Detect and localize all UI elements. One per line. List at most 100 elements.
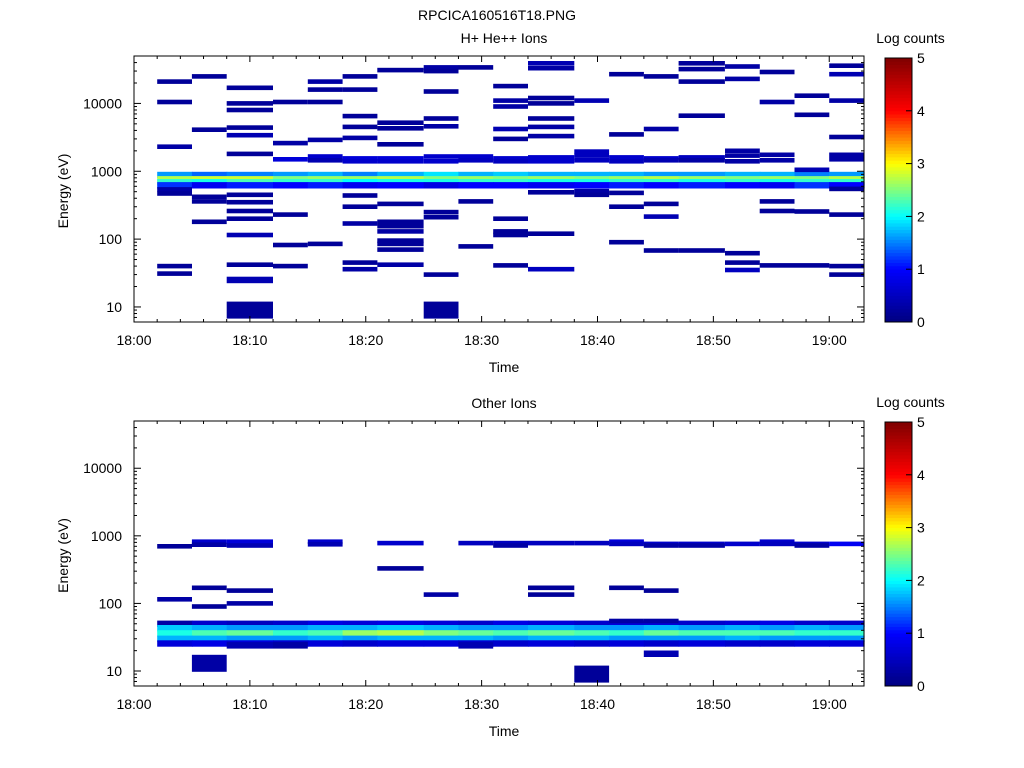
- count-cell: [794, 263, 830, 268]
- energy-band-cell: [609, 182, 645, 189]
- colorbar-segment: [885, 249, 912, 254]
- colorbar-segment: [885, 613, 912, 618]
- energy-band-cell: [574, 640, 610, 647]
- colorbar-segment: [885, 583, 912, 588]
- colorbar-frame: [884, 57, 913, 323]
- energy-band-cell: [574, 630, 610, 637]
- count-cell: [342, 156, 378, 161]
- count-cell: [725, 159, 760, 164]
- count-cell: [423, 209, 459, 215]
- colorbar-segment: [885, 590, 912, 594]
- colorbar-segment: [885, 620, 912, 624]
- spectrogram-panel: 18:00 18:10 18:20 18:30 18:40 18:50 19:0010100…: [55, 30, 945, 375]
- count-cell: [725, 541, 760, 547]
- colorbar-segment: [885, 514, 912, 519]
- colorbar-segment: [885, 308, 912, 313]
- count-cell: [191, 127, 227, 132]
- count-cell: [725, 76, 760, 82]
- energy-band-cell: [725, 640, 761, 647]
- colorbar-tick-label: 0: [917, 314, 925, 330]
- colorbar-segment: [885, 77, 912, 82]
- count-cell: [273, 212, 308, 217]
- colorbar-segment: [885, 203, 912, 207]
- energy-band-cell: [273, 625, 309, 632]
- energy-band-cell: [342, 625, 378, 632]
- count-cell: [157, 597, 192, 602]
- colorbar-segment: [885, 272, 912, 277]
- energy-band-cell: [458, 182, 494, 189]
- energy-band-cell: [609, 635, 645, 642]
- colorbar-segment: [885, 530, 912, 535]
- count-cell: [574, 98, 610, 103]
- energy-band-cell: [307, 640, 344, 647]
- energy-band-cell: [528, 171, 575, 179]
- count-cell: [493, 216, 528, 221]
- count-cell: [643, 158, 679, 163]
- colorbar-tick-label: 3: [917, 156, 925, 172]
- energy-band-cell: [609, 640, 645, 647]
- colorbar-segment: [885, 150, 912, 155]
- count-cell: [829, 272, 864, 277]
- count-cell: [643, 543, 679, 548]
- count-cell: [307, 542, 343, 547]
- count-cell: [493, 543, 528, 548]
- count-cell: [342, 135, 378, 141]
- colorbar-segment: [885, 107, 912, 112]
- colorbar-segment: [885, 196, 912, 201]
- energy-band-cell: [157, 635, 193, 642]
- count-cell: [342, 266, 378, 272]
- count-cell: [377, 223, 424, 229]
- colorbar-segment: [885, 239, 912, 244]
- colorbar-segment: [885, 666, 912, 670]
- count-cell: [342, 87, 378, 92]
- count-cell: [423, 214, 459, 220]
- energy-band-cell: [829, 635, 865, 642]
- colorbar-segment: [885, 554, 912, 558]
- energy-band-cell: [829, 171, 865, 179]
- count-cell: [528, 133, 575, 139]
- colorbar-segment: [885, 563, 912, 568]
- count-cell: [678, 66, 725, 72]
- colorbar-segment: [885, 471, 912, 476]
- energy-band-cell: [678, 640, 726, 647]
- energy-band-cell: [829, 630, 865, 637]
- count-cell: [226, 588, 273, 593]
- count-cell: [493, 229, 528, 234]
- count-cell: [191, 539, 227, 544]
- count-cell: [528, 95, 575, 101]
- colorbar-segment: [885, 524, 912, 528]
- colorbar-segment: [885, 285, 912, 290]
- count-cell: [191, 74, 227, 79]
- colorbar-segment: [885, 120, 912, 125]
- count-cell: [678, 248, 725, 253]
- energy-band-cell: [226, 635, 274, 642]
- energy-band-cell: [191, 640, 228, 647]
- count-cell: [273, 242, 308, 248]
- energy-band-cell: [759, 620, 796, 627]
- energy-band-cell: [191, 635, 228, 642]
- colorbar-segment: [885, 593, 912, 598]
- count-cell: [423, 272, 459, 277]
- count-cell: [609, 541, 644, 547]
- count-cell: [226, 132, 273, 138]
- x-tick-label: 19:00: [812, 696, 847, 712]
- colorbar-label: Log counts: [876, 30, 945, 46]
- count-cell: [759, 99, 795, 105]
- count-cell: [226, 101, 273, 106]
- energy-band-cell: [273, 182, 309, 189]
- count-cell: [191, 654, 227, 672]
- count-cell: [643, 126, 679, 132]
- count-cell: [829, 541, 864, 547]
- colorbar-segment: [885, 110, 912, 115]
- energy-band-cell: [377, 625, 425, 632]
- colorbar-segment: [885, 679, 912, 684]
- colorbar-segment: [885, 567, 912, 571]
- colorbar-segment: [885, 629, 912, 634]
- count-cell: [528, 585, 575, 591]
- count-cell: [528, 61, 575, 66]
- count-cell: [157, 544, 192, 549]
- colorbar-segment: [885, 626, 912, 631]
- count-cell: [377, 120, 424, 125]
- energy-band-cell: [725, 625, 761, 632]
